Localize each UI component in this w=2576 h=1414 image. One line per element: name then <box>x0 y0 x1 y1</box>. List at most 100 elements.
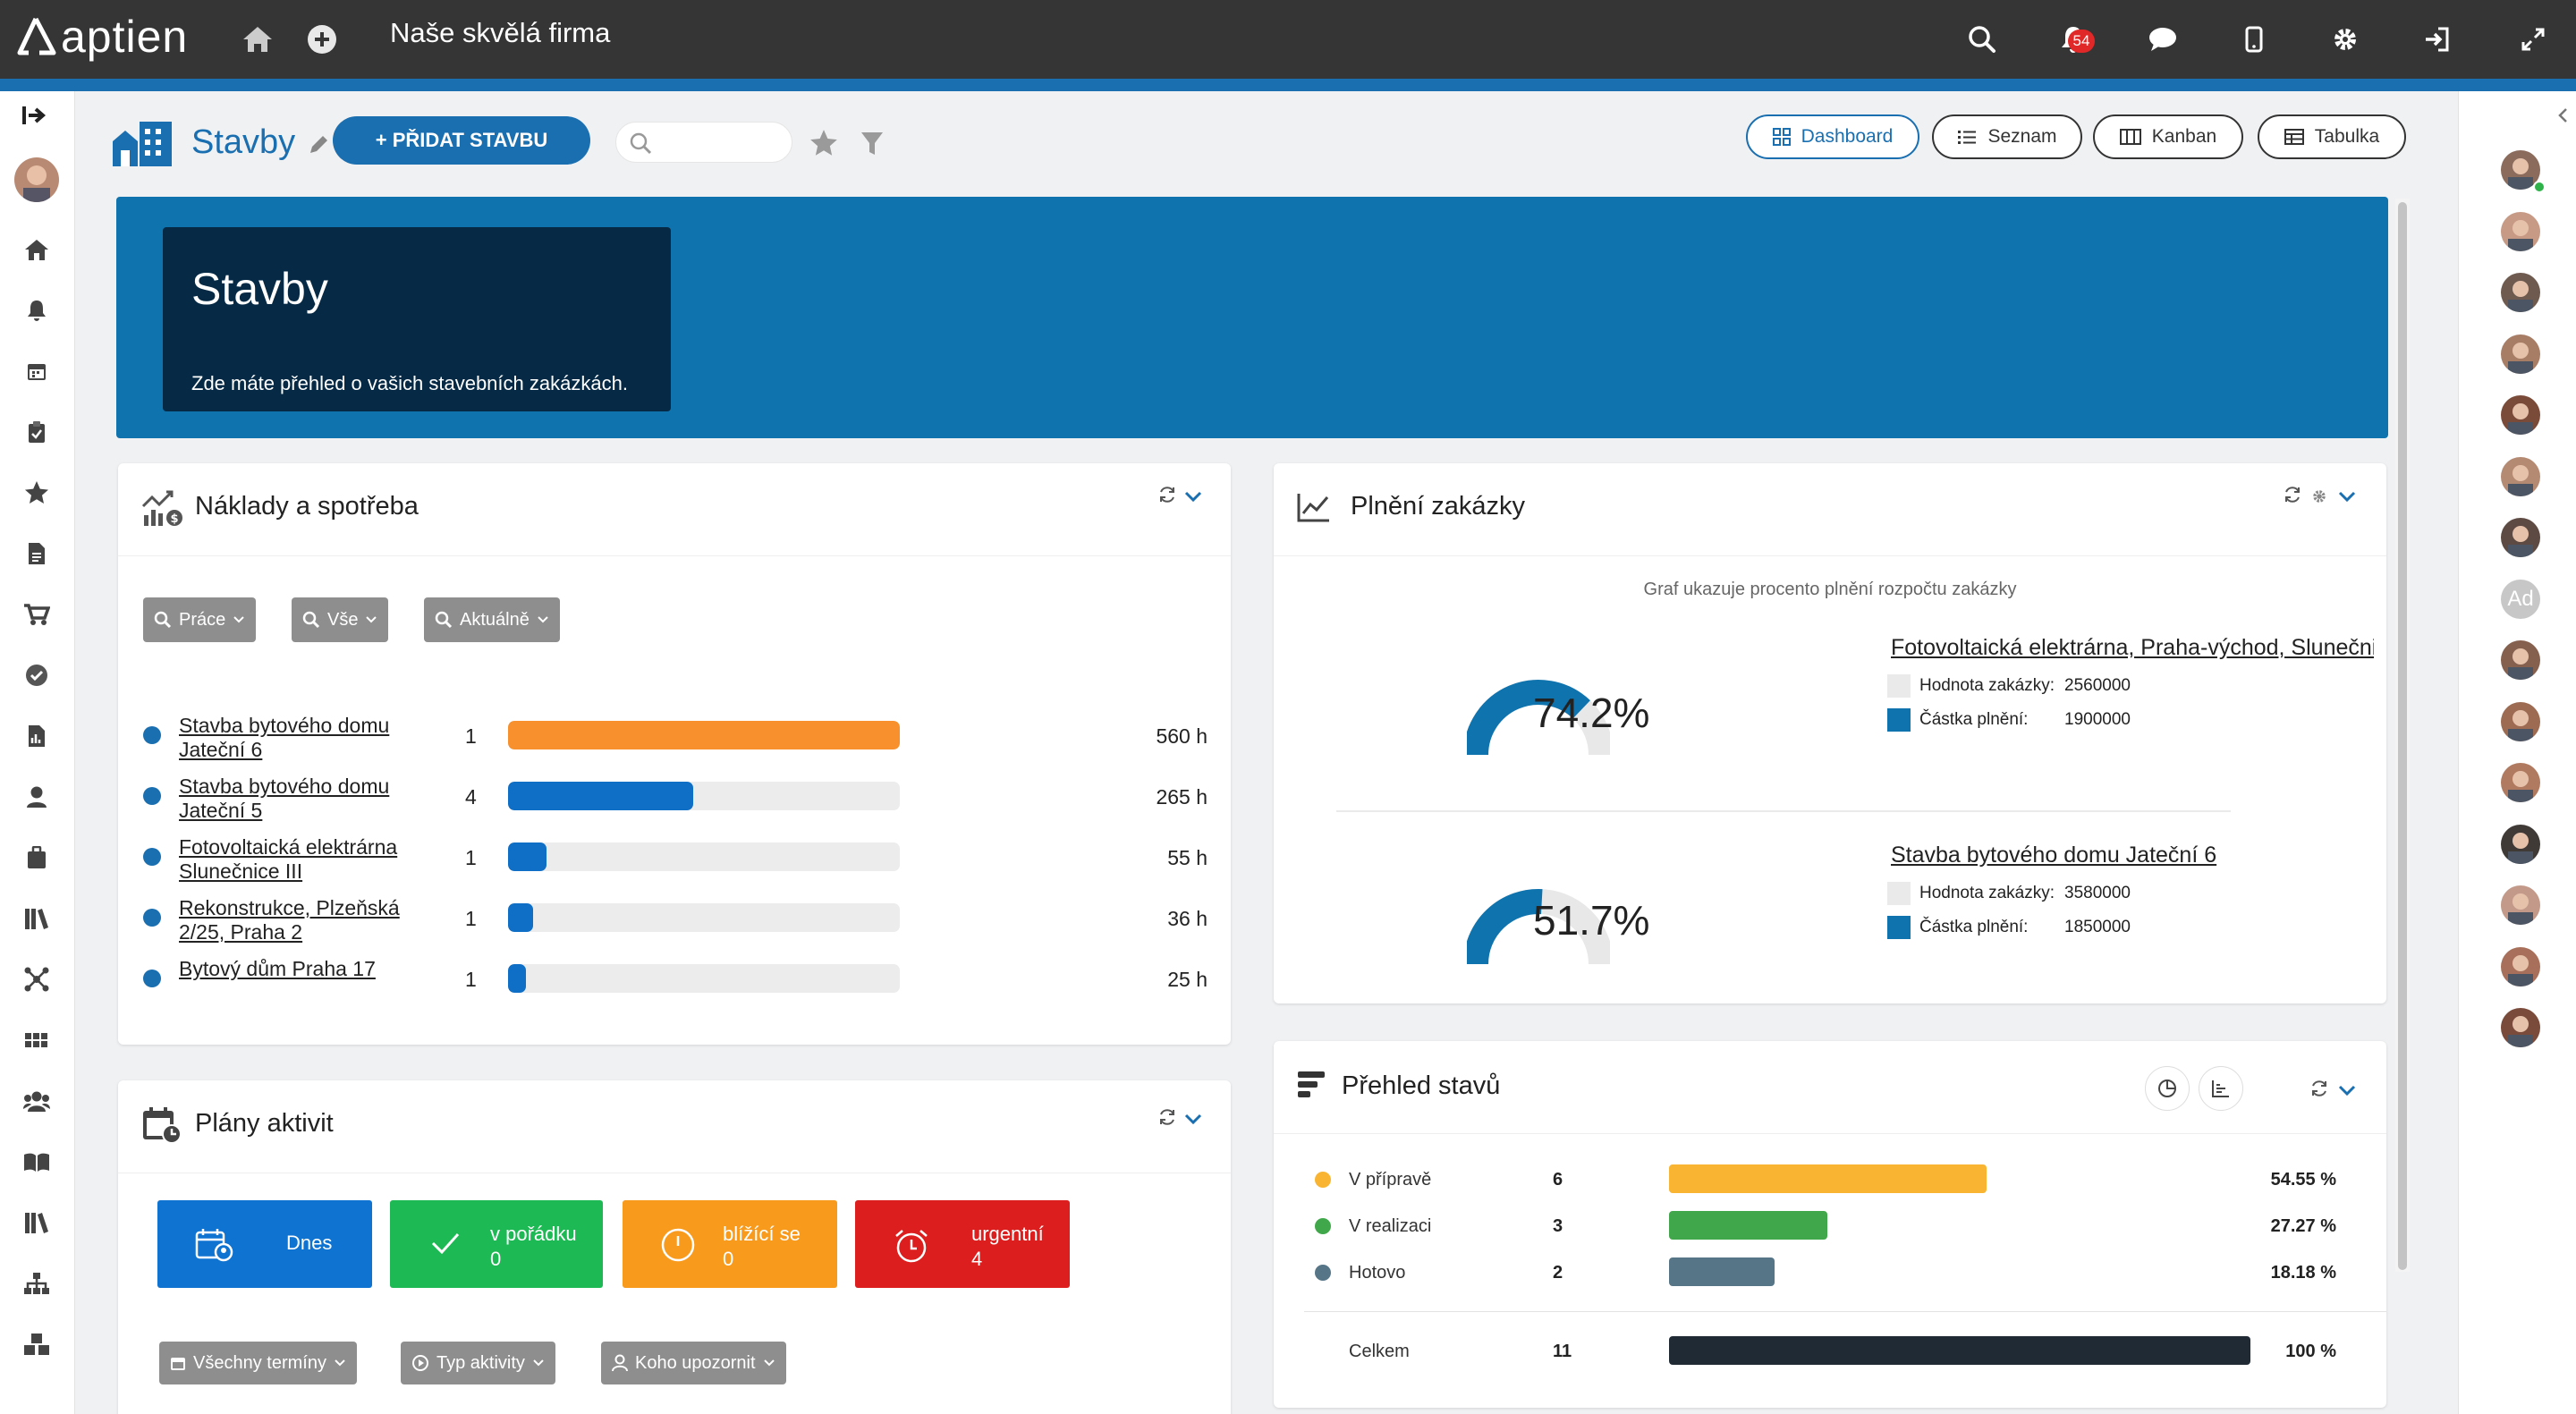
books-icon[interactable] <box>20 1206 54 1240</box>
star-icon[interactable] <box>20 476 54 510</box>
calendar-person-icon <box>195 1227 234 1263</box>
status-dot <box>1315 1265 1331 1281</box>
filter-label: Vše <box>327 609 359 630</box>
activity-tile-upcoming[interactable]: blížící se 0 <box>623 1200 837 1288</box>
user-avatar[interactable] <box>2501 334 2540 374</box>
buildings-icon <box>113 118 172 166</box>
mobile-icon[interactable] <box>2233 18 2275 61</box>
briefcase-icon[interactable] <box>20 841 54 875</box>
app-logo[interactable]: aptien <box>13 11 188 63</box>
filter-funnel-icon[interactable] <box>860 131 884 157</box>
clipboard-icon[interactable] <box>20 415 54 449</box>
calendar-icon[interactable] <box>20 354 54 388</box>
user-avatar[interactable] <box>2501 518 2540 557</box>
pie-chart-toggle[interactable] <box>2145 1066 2190 1111</box>
filter-notify-whom-button[interactable]: Koho upozornit <box>601 1342 786 1384</box>
activity-tile-ok[interactable]: v pořádku 0 <box>390 1200 603 1288</box>
org-chart-icon[interactable] <box>20 1266 54 1300</box>
home-icon[interactable] <box>20 233 54 267</box>
project-link[interactable]: Stavba bytového domu Jateční 5 <box>179 775 390 822</box>
expand-sidebar-icon[interactable] <box>18 98 52 132</box>
refresh-icon[interactable] <box>1157 1107 1177 1127</box>
status-label: V přípravě <box>1349 1170 1432 1190</box>
filter-activity-type-button[interactable]: Typ aktivity <box>401 1342 555 1384</box>
check-circle-icon[interactable] <box>20 658 54 692</box>
notification-badge[interactable]: 54 <box>2068 30 2095 53</box>
favorite-star-icon[interactable] <box>809 129 839 157</box>
user-avatar[interactable] <box>2501 824 2540 864</box>
add-construction-button[interactable]: + PŘIDAT STAVBU <box>333 116 590 165</box>
project-link[interactable]: Stavba bytového domu Jateční 6 <box>1891 842 2217 868</box>
user-avatar[interactable] <box>14 157 59 202</box>
settings-gear-icon[interactable] <box>2324 18 2367 61</box>
user-avatar[interactable] <box>2501 456 2540 496</box>
filter-current-button[interactable]: Aktuálně <box>424 597 560 642</box>
report-icon[interactable] <box>20 719 54 753</box>
chevron-down-icon <box>233 616 244 623</box>
user-avatar[interactable] <box>2501 211 2540 251</box>
fullscreen-icon[interactable] <box>2512 18 2555 61</box>
chevron-down-icon[interactable] <box>1184 1113 1202 1125</box>
refresh-icon[interactable] <box>1157 485 1177 504</box>
activity-tile-urgent[interactable]: urgentní 4 <box>855 1200 1070 1288</box>
add-circle-icon[interactable] <box>301 18 343 61</box>
activity-tile-today[interactable]: Dnes <box>157 1200 372 1288</box>
search-input[interactable] <box>663 131 779 155</box>
project-link[interactable]: Fotovoltaická elektrárna Slunečnice III <box>179 835 398 883</box>
user-avatar[interactable] <box>2501 701 2540 741</box>
chat-icon[interactable] <box>2141 18 2184 61</box>
project-link[interactable]: Bytový dům Praha 17 <box>179 957 376 980</box>
project-link[interactable]: Rekonstrukce, Plzeňská 2/25, Praha 2 <box>179 896 400 944</box>
home-icon[interactable] <box>236 18 279 61</box>
team-icon[interactable] <box>20 1084 54 1118</box>
row-count: 1 <box>465 846 477 869</box>
scrollbar-thumb[interactable] <box>2398 202 2407 1270</box>
user-avatar[interactable] <box>2501 1008 2540 1047</box>
row-bullet <box>143 726 161 744</box>
view-kanban-button[interactable]: Kanban <box>2093 114 2243 159</box>
collapse-chevron-icon[interactable] <box>2557 107 2568 123</box>
boxes-icon[interactable] <box>20 1327 54 1361</box>
user-avatar[interactable]: Ad <box>2501 579 2540 619</box>
filter-all-button[interactable]: Vše <box>292 597 389 642</box>
user-avatar[interactable] <box>2501 763 2540 802</box>
chevron-down-icon[interactable] <box>2338 1084 2356 1096</box>
user-avatar[interactable] <box>2501 885 2540 925</box>
book-icon[interactable] <box>20 1145 54 1179</box>
bell-icon[interactable] <box>20 293 54 327</box>
chevron-down-icon[interactable] <box>2338 490 2356 503</box>
project-link[interactable]: Fotovoltaická elektrárna, Praha-východ, … <box>1891 635 2374 660</box>
user-avatar[interactable] <box>2501 946 2540 986</box>
user-avatar[interactable] <box>2501 640 2540 680</box>
user-avatar[interactable] <box>2501 273 2540 312</box>
library-icon[interactable] <box>20 902 54 936</box>
network-icon[interactable] <box>20 962 54 996</box>
legend-value-swatch <box>1887 882 1911 905</box>
divider <box>1304 1311 2386 1312</box>
settings-gear-icon[interactable] <box>2311 488 2327 504</box>
clock-icon <box>660 1227 696 1263</box>
search-icon[interactable] <box>1961 18 2004 61</box>
user-avatar[interactable] <box>2501 395 2540 435</box>
card-header: $ Náklady a spotřeba <box>118 463 1231 556</box>
legend-value: 3580000 <box>2064 884 2131 902</box>
legend-value-label: Hodnota zakázky: <box>1919 884 2055 902</box>
logout-icon[interactable] <box>2415 18 2458 61</box>
edit-pencil-icon[interactable] <box>308 134 329 156</box>
bar-chart-toggle[interactable] <box>2199 1066 2243 1111</box>
document-icon[interactable] <box>20 537 54 571</box>
filter-all-dates-button[interactable]: Všechny termíny <box>159 1342 357 1384</box>
refresh-icon[interactable] <box>2283 485 2302 504</box>
view-dashboard-button[interactable]: Dashboard <box>1746 114 1919 159</box>
apps-grid-icon[interactable] <box>20 1023 54 1057</box>
cart-icon[interactable] <box>20 597 54 631</box>
chevron-down-icon[interactable] <box>1184 490 1202 503</box>
company-name[interactable]: Naše skvělá firma <box>390 17 611 48</box>
project-link[interactable]: Stavba bytového domu Jateční 6 <box>179 714 390 761</box>
filter-work-button[interactable]: Práce <box>143 597 257 642</box>
view-list-button[interactable]: Seznam <box>1932 114 2082 159</box>
user-avatar[interactable] <box>2501 150 2540 190</box>
view-table-button[interactable]: Tabulka <box>2258 114 2406 159</box>
refresh-icon[interactable] <box>2309 1079 2329 1098</box>
person-icon[interactable] <box>20 780 54 814</box>
